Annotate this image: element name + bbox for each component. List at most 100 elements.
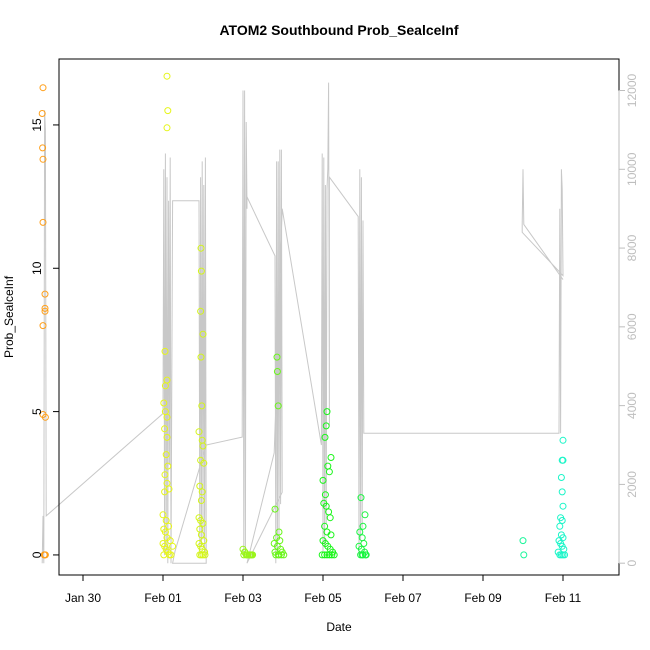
data-point bbox=[163, 413, 171, 421]
x-axis: Jan 30 Feb 01 Feb 03 Feb 05 Feb 07 Feb 09 Feb … bbox=[65, 574, 582, 605]
data-point bbox=[362, 551, 370, 559]
data-point bbox=[321, 551, 329, 559]
data-point bbox=[198, 488, 206, 496]
x-tick-label: Feb 01 bbox=[144, 591, 182, 605]
data-point bbox=[559, 456, 567, 464]
y2-tick-label: 0 bbox=[625, 560, 639, 567]
data-point bbox=[519, 537, 527, 545]
data-point bbox=[272, 551, 280, 559]
data-point bbox=[163, 433, 171, 441]
data-point bbox=[197, 267, 205, 275]
data-point bbox=[325, 468, 333, 476]
data-point bbox=[330, 551, 338, 559]
data-point bbox=[321, 491, 329, 499]
data-point bbox=[276, 537, 284, 545]
data-point bbox=[197, 353, 205, 361]
data-point bbox=[39, 84, 47, 92]
data-point bbox=[169, 542, 177, 550]
y-axis-right: 0 2000 4000 6000 8000 10000 12000 bbox=[618, 74, 639, 567]
data-point bbox=[241, 548, 249, 556]
x-tick-label: Jan 30 bbox=[65, 591, 101, 605]
data-point bbox=[159, 511, 167, 519]
data-point bbox=[196, 482, 204, 490]
data-point bbox=[322, 422, 330, 430]
x-tick-label: Feb 09 bbox=[464, 591, 502, 605]
data-point bbox=[162, 451, 170, 459]
data-point bbox=[278, 548, 286, 556]
chart-title: ATOM2 Southbound Prob_SealceInf bbox=[219, 22, 458, 38]
data-point bbox=[321, 522, 329, 530]
data-point bbox=[161, 382, 169, 390]
y-axis-left: 0 5 10 15 bbox=[30, 118, 60, 558]
data-point bbox=[556, 522, 564, 530]
y-tick-label: 10 bbox=[30, 261, 44, 275]
y-axis-label: Prob_SealceInf bbox=[2, 275, 16, 358]
data-point bbox=[39, 218, 47, 226]
data-point bbox=[201, 551, 209, 559]
data-point bbox=[520, 551, 528, 559]
x-tick-label: Feb 11 bbox=[545, 591, 582, 605]
y2-tick-label: 8000 bbox=[625, 234, 639, 261]
data-point bbox=[161, 347, 169, 355]
data-point bbox=[41, 551, 49, 559]
data-point bbox=[161, 471, 169, 479]
data-point bbox=[323, 551, 331, 559]
y-tick-label: 0 bbox=[30, 551, 44, 558]
data-point bbox=[197, 244, 205, 252]
data-point bbox=[357, 494, 365, 502]
data-point bbox=[199, 551, 207, 559]
data-point bbox=[41, 304, 49, 312]
data-point bbox=[162, 517, 170, 524]
data-point bbox=[273, 368, 281, 375]
data-point bbox=[328, 551, 336, 559]
data-point bbox=[199, 519, 207, 527]
data-point bbox=[197, 497, 205, 504]
data-point bbox=[197, 531, 205, 539]
data-point bbox=[275, 528, 283, 536]
data-point bbox=[559, 502, 567, 510]
data-point bbox=[558, 488, 566, 496]
secondary-line bbox=[41, 82, 564, 564]
data-point bbox=[41, 290, 49, 298]
data-point bbox=[166, 537, 174, 545]
data-point bbox=[163, 124, 171, 132]
data-point bbox=[39, 322, 47, 330]
data-point bbox=[558, 517, 566, 524]
data-point bbox=[161, 488, 169, 496]
data-point bbox=[39, 155, 47, 163]
data-point bbox=[248, 551, 256, 559]
plot-frame bbox=[58, 58, 620, 576]
data-marks bbox=[38, 72, 569, 564]
data-point bbox=[167, 551, 175, 559]
data-point bbox=[557, 474, 565, 481]
x-axis-label: Date bbox=[326, 620, 352, 634]
data-point bbox=[160, 551, 168, 559]
y2-tick-label: 6000 bbox=[625, 313, 639, 340]
data-point bbox=[322, 502, 330, 510]
x-tick-label: Feb 07 bbox=[384, 591, 422, 605]
data-point bbox=[41, 307, 49, 315]
x-tick-label: Feb 05 bbox=[304, 591, 342, 605]
data-point bbox=[161, 425, 169, 433]
y2-tick-label: 10000 bbox=[625, 152, 639, 186]
data-point bbox=[559, 436, 567, 444]
data-point bbox=[271, 505, 279, 513]
data-point bbox=[323, 408, 331, 416]
data-point bbox=[199, 330, 207, 338]
data-point bbox=[274, 402, 282, 410]
data-point bbox=[195, 428, 203, 436]
data-point bbox=[318, 551, 326, 559]
y-tick-label: 15 bbox=[30, 118, 44, 132]
data-point bbox=[327, 531, 335, 539]
data-point bbox=[273, 353, 281, 361]
data-point bbox=[319, 476, 327, 484]
data-point bbox=[164, 107, 172, 115]
data-point bbox=[321, 433, 329, 441]
x-tick-label: Feb 03 bbox=[224, 591, 262, 605]
data-point bbox=[356, 528, 364, 536]
data-point bbox=[41, 413, 49, 421]
data-point bbox=[326, 514, 334, 522]
data-point bbox=[38, 110, 46, 117]
data-point bbox=[361, 511, 369, 519]
